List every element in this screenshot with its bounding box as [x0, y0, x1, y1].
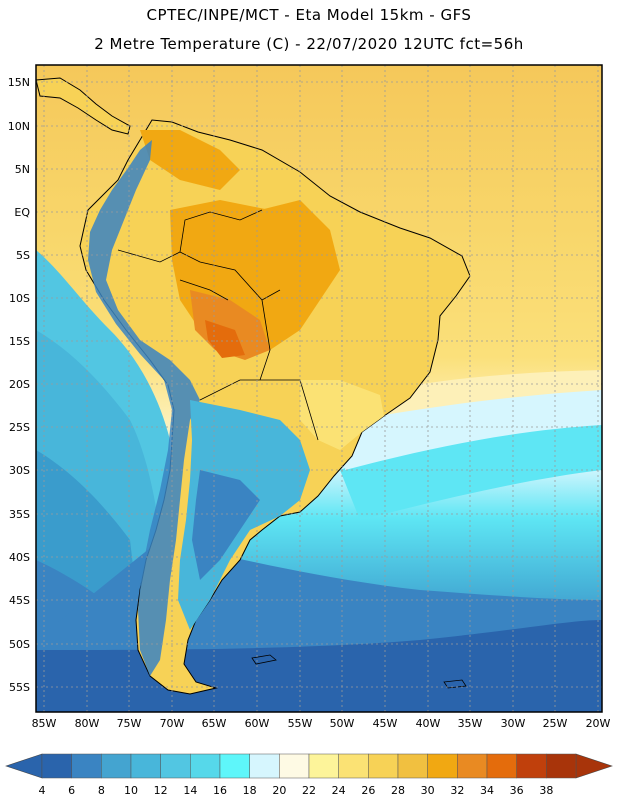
colorbar-label: 28: [391, 784, 405, 797]
lat-tick-label: 5S: [16, 249, 30, 262]
colorbar-high-arrow: [575, 753, 613, 779]
colorbar-swatch: [101, 753, 132, 779]
colorbar-swatch: [338, 753, 369, 779]
colorbar-swatch: [41, 753, 72, 779]
lat-tick-label: 20S: [9, 378, 30, 391]
graticule: [36, 65, 602, 712]
lat-tick-label: EQ: [14, 206, 30, 219]
colorbar-swatch: [190, 753, 221, 779]
lat-tick-label: 50S: [9, 638, 30, 651]
lon-tick-label: 65W: [202, 717, 227, 730]
colorbar-label: 4: [39, 784, 46, 797]
lat-tick-label: 10N: [8, 120, 30, 133]
lat-tick-label: 35S: [9, 508, 30, 521]
lon-tick-label: 25W: [543, 717, 568, 730]
latitude-axis: 15N 10N 5N EQ 5S 10S 15S 20S 25S 30S 35S…: [8, 76, 31, 694]
colorbar-swatch: [546, 753, 577, 779]
colorbar-label: 32: [450, 784, 464, 797]
temperature-field: [36, 65, 602, 712]
map-title-line-1: CPTEC/INPE/MCT - Eta Model 15km - GFS: [146, 6, 472, 24]
colorbar-label: 10: [124, 784, 138, 797]
lat-tick-label: 25S: [9, 421, 30, 434]
colorbar-label: 20: [272, 784, 286, 797]
lat-tick-label: 40S: [9, 551, 30, 564]
colorbar-swatch: [219, 753, 250, 779]
lon-tick-label: 85W: [32, 717, 57, 730]
colorbar-swatch: [71, 753, 102, 779]
colorbar-swatch: [397, 753, 428, 779]
lat-tick-label: 45S: [9, 594, 30, 607]
lon-tick-label: 60W: [245, 717, 270, 730]
longitude-axis: 85W 80W 75W 70W 65W 60W 55W 50W 45W 40W …: [32, 717, 611, 730]
colorbar-swatch: [516, 753, 547, 779]
colorbar-label: 18: [243, 784, 257, 797]
colorbar-label: 22: [302, 784, 316, 797]
lon-tick-label: 40W: [416, 717, 441, 730]
lat-tick-label: 55S: [9, 681, 30, 694]
colorbar-label: 26: [361, 784, 375, 797]
lon-tick-label: 55W: [288, 717, 313, 730]
colorbar-label: 16: [213, 784, 227, 797]
colorbar-swatch: [486, 753, 517, 779]
colorbar-swatch: [368, 753, 399, 779]
colorbar-swatch: [249, 753, 280, 779]
lat-tick-label: 5N: [15, 163, 30, 176]
colorbar-label: 14: [183, 784, 197, 797]
lon-tick-label: 50W: [330, 717, 355, 730]
colorbar-low-arrow: [5, 753, 43, 779]
colorbar-swatch: [457, 753, 488, 779]
lon-tick-label: 45W: [373, 717, 398, 730]
lat-tick-label: 15S: [9, 335, 30, 348]
map-frame: [35, 64, 603, 713]
colorbar-swatch: [160, 753, 191, 779]
colorbar-swatch: [427, 753, 458, 779]
colorbar-swatch: [279, 753, 310, 779]
map-title-line-2: 2 Metre Temperature (C) - 22/07/2020 12U…: [94, 35, 524, 53]
lat-tick-label: 10S: [9, 292, 30, 305]
colorbar-label: 8: [98, 784, 105, 797]
lon-tick-label: 35W: [458, 717, 483, 730]
colorbar-swatch: [308, 753, 339, 779]
colorbar: 4 6 8 10 12 14 16 18 20 22 24 26 28 30 32 34 36 38: [5, 753, 613, 797]
colorbar-swatch: [130, 753, 161, 779]
lat-tick-label: 30S: [9, 464, 30, 477]
colorbar-label: 12: [154, 784, 168, 797]
lon-tick-label: 80W: [75, 717, 100, 730]
lat-tick-label: 15N: [8, 76, 30, 89]
colorbar-label: 24: [332, 784, 346, 797]
lon-tick-label: 70W: [160, 717, 185, 730]
colorbar-label: 38: [539, 784, 553, 797]
lon-tick-label: 30W: [501, 717, 526, 730]
lon-tick-label: 75W: [117, 717, 142, 730]
lon-tick-label: 20W: [586, 717, 611, 730]
colorbar-label: 6: [68, 784, 75, 797]
colorbar-label: 34: [480, 784, 494, 797]
colorbar-label: 36: [510, 784, 524, 797]
colorbar-label: 30: [421, 784, 435, 797]
